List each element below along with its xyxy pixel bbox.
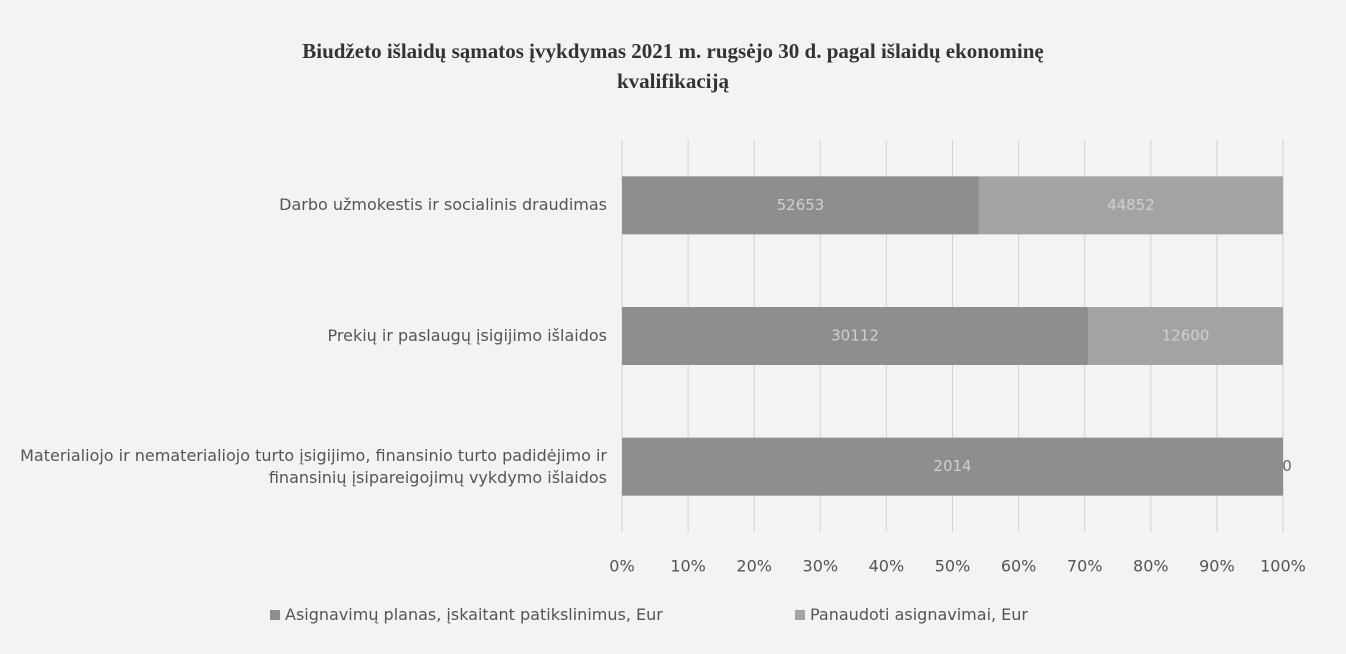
x-tick-label: 30% (803, 557, 839, 576)
legend-label: Panaudoti asignavimai, Eur (810, 605, 1029, 624)
data-label: 52653 (777, 196, 825, 214)
data-label: 2014 (933, 457, 971, 475)
x-tick-label: 50% (935, 557, 971, 576)
x-tick-label: 90% (1199, 557, 1235, 576)
x-tick-label: 10% (670, 557, 706, 576)
data-label: 12600 (1162, 327, 1210, 345)
x-tick-label: 20% (736, 557, 772, 576)
x-tick-label: 40% (869, 557, 905, 576)
legend-swatch (270, 610, 280, 620)
category-label: Materialiojo ir nematerialiojo turto įsi… (20, 445, 607, 487)
bar (622, 176, 979, 235)
x-tick-label: 70% (1067, 557, 1103, 576)
legend-swatch (795, 610, 805, 620)
legend-entry: Panaudoti asignavimai, Eur (795, 605, 1028, 624)
bar (978, 176, 1283, 235)
x-tick-label: 80% (1133, 557, 1169, 576)
legend-entry: Asignavimų planas, įskaitant patikslinim… (270, 605, 663, 624)
bar (1088, 307, 1283, 365)
x-tick-label: 60% (1001, 557, 1037, 576)
data-label: 44852 (1107, 196, 1155, 214)
x-tick-label: 0% (609, 557, 634, 576)
x-tick-label: 100% (1260, 557, 1306, 576)
data-label: 30112 (831, 327, 879, 345)
data-label: 0 (1282, 457, 1292, 475)
bar (622, 437, 1283, 496)
bar (622, 307, 1089, 365)
category-label: Prekių ir paslaugų įsigijimo išlaidos (327, 326, 608, 345)
legend-label: Asignavimų planas, įskaitant patikslinim… (285, 605, 663, 624)
chart-title: Biudžeto išlaidų sąmatos įvykdymas 2021 … (302, 39, 1044, 93)
category-label: Darbo užmokestis ir socialinis draudimas (279, 195, 607, 215)
